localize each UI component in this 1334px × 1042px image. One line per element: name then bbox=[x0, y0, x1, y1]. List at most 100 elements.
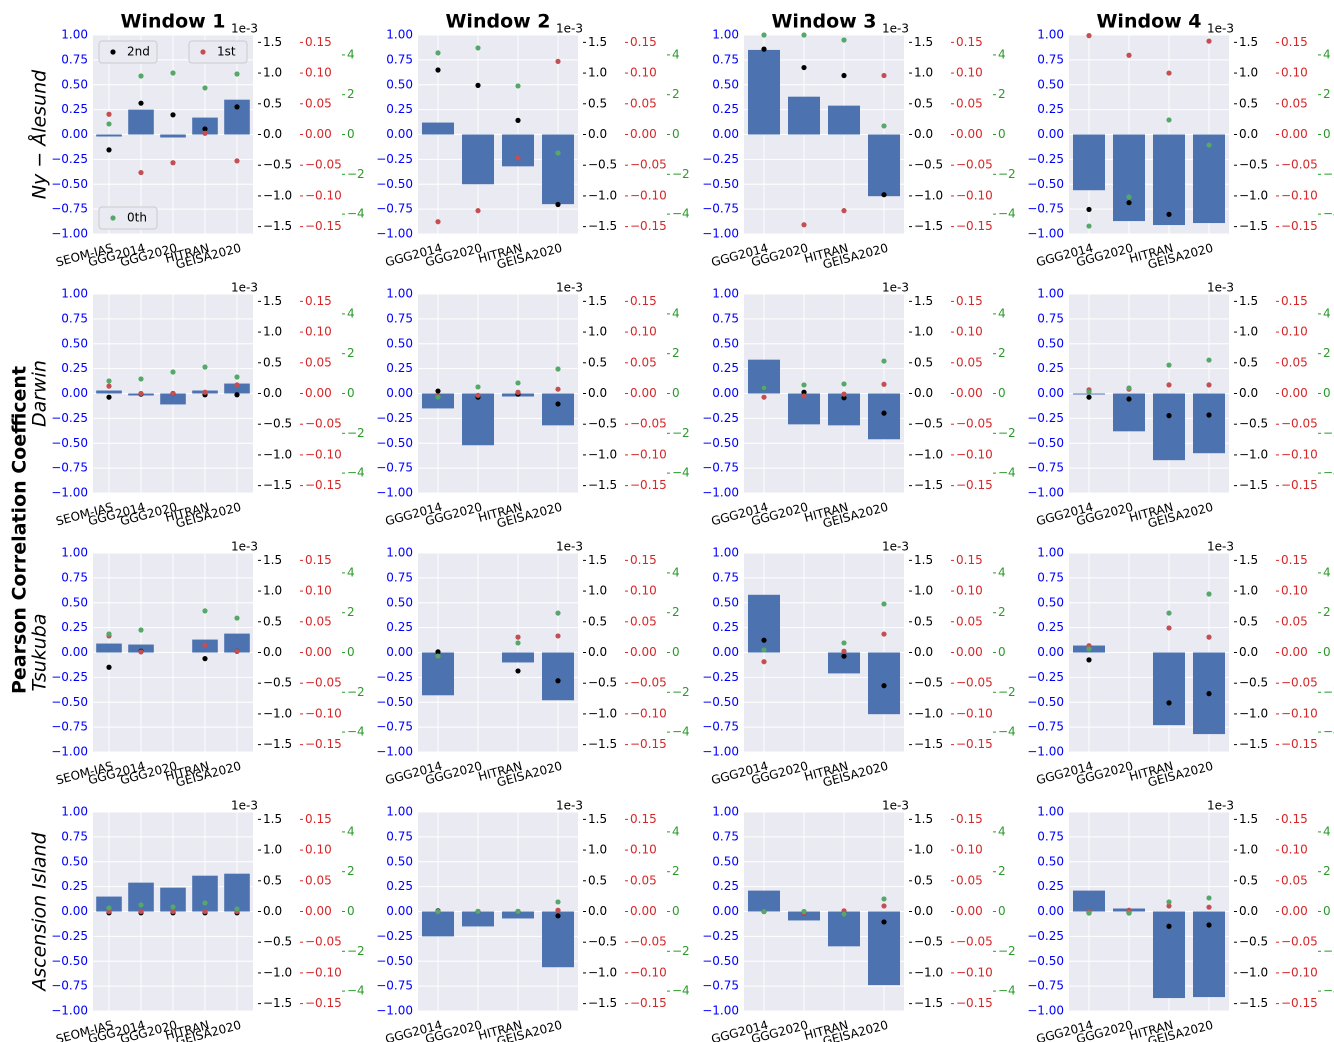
y-tick-label: 0.25 bbox=[1037, 361, 1064, 375]
column-title: Window 4 bbox=[1096, 11, 1201, 33]
y-tick-label: −2 bbox=[998, 426, 1016, 440]
dot bbox=[106, 121, 112, 127]
dot bbox=[801, 222, 807, 228]
dot bbox=[106, 664, 112, 670]
y-tick-label: 0.00 bbox=[956, 904, 983, 918]
dot bbox=[1166, 362, 1172, 368]
y-tick-label: 1.5 bbox=[1239, 812, 1258, 826]
y-tick-label: 2 bbox=[672, 87, 680, 101]
y-tick-label: 0.50 bbox=[386, 854, 413, 868]
y-tick-label: 0.75 bbox=[386, 52, 413, 66]
bar bbox=[1193, 134, 1225, 224]
y-tick-label: −0.75 bbox=[702, 979, 739, 993]
dot bbox=[202, 642, 208, 648]
y-tick-label: 4 bbox=[347, 824, 355, 838]
y-tick-label: 1.5 bbox=[263, 35, 282, 49]
y-tick-label: 0.00 bbox=[305, 904, 332, 918]
dot bbox=[106, 111, 112, 117]
y-tick-label: 0.00 bbox=[956, 127, 983, 141]
y-tick-label: 0 bbox=[998, 386, 1006, 400]
y-tick-label: −1.0 bbox=[1239, 706, 1268, 720]
dot bbox=[475, 208, 481, 214]
dot bbox=[435, 908, 441, 915]
y-tick-label: 0.00 bbox=[61, 386, 88, 400]
y-tick-label: 0 bbox=[998, 645, 1006, 659]
bar bbox=[748, 594, 780, 653]
bar bbox=[224, 633, 250, 653]
y-tick-label: 1.00 bbox=[386, 287, 413, 301]
bar bbox=[462, 911, 494, 927]
y-tick-label: −0.75 bbox=[376, 202, 413, 216]
y-tick-label: −0.05 bbox=[956, 417, 993, 431]
y-tick-label: −0.15 bbox=[956, 737, 993, 751]
y-tick-label: 2 bbox=[998, 346, 1006, 360]
dot bbox=[1166, 923, 1172, 929]
y-tick-label: 2 bbox=[998, 864, 1006, 878]
bar bbox=[868, 393, 900, 440]
y-tick-label: 0 bbox=[672, 904, 680, 918]
dot bbox=[1206, 895, 1212, 901]
legend-label: 2nd bbox=[127, 45, 150, 59]
y-tick-label: −0.10 bbox=[630, 706, 667, 720]
dot bbox=[1086, 646, 1092, 652]
dot bbox=[881, 358, 887, 364]
dot bbox=[841, 391, 847, 397]
dot bbox=[1206, 382, 1212, 388]
axis-offset-label: 1e-3 bbox=[882, 540, 909, 554]
y-tick-label: −0.5 bbox=[263, 676, 292, 690]
y-tick-label: −0.50 bbox=[1027, 436, 1064, 450]
y-tick-label: 1.5 bbox=[1239, 553, 1258, 567]
y-tick-label: 0.10 bbox=[956, 843, 983, 857]
y-tick-label: −0.05 bbox=[956, 158, 993, 172]
axis-offset-label: 1e-3 bbox=[231, 22, 258, 36]
y-tick-label: −0.75 bbox=[51, 461, 88, 475]
y-tick-label: 1.0 bbox=[914, 325, 933, 339]
y-tick-label: −2 bbox=[1323, 685, 1334, 699]
y-tick-label: 4 bbox=[672, 47, 680, 61]
y-tick-label: −1.5 bbox=[263, 996, 292, 1010]
y-tick-label: −0.05 bbox=[956, 935, 993, 949]
dot bbox=[1206, 38, 1212, 44]
y-tick-label: 4 bbox=[1323, 306, 1331, 320]
y-tick-label: −1.5 bbox=[914, 996, 943, 1010]
dot bbox=[1166, 117, 1172, 123]
axis-offset-label: 1e-3 bbox=[882, 22, 909, 36]
y-tick-label: −1.5 bbox=[1239, 996, 1268, 1010]
legend-box bbox=[188, 40, 248, 64]
bar bbox=[462, 134, 494, 185]
dot bbox=[515, 117, 521, 123]
dot bbox=[555, 401, 561, 407]
dot bbox=[841, 653, 847, 659]
y-tick-label: −0.10 bbox=[956, 447, 993, 461]
y-tick-label: −1.0 bbox=[263, 706, 292, 720]
axis-offset-label: 1e-3 bbox=[556, 22, 583, 36]
y-tick-label: −1.0 bbox=[588, 706, 617, 720]
y-tick-label: 0.00 bbox=[1281, 127, 1308, 141]
y-tick-label: −1.5 bbox=[588, 478, 617, 492]
y-tick-label: 0.25 bbox=[61, 361, 88, 375]
y-tick-label: −1.0 bbox=[263, 188, 292, 202]
y-tick-label: −0.10 bbox=[956, 965, 993, 979]
dot bbox=[1206, 922, 1212, 928]
dot bbox=[1166, 211, 1172, 217]
y-tick-label: 0.50 bbox=[712, 336, 739, 350]
y-tick-label: −1.00 bbox=[702, 745, 739, 759]
dot bbox=[1206, 634, 1212, 640]
y-tick-label: 0.15 bbox=[305, 35, 332, 49]
y-tick-label: −0.25 bbox=[1027, 929, 1064, 943]
y-tick-label: −0.25 bbox=[376, 670, 413, 684]
y-tick-label: 0.15 bbox=[630, 35, 657, 49]
dot bbox=[170, 369, 176, 375]
y-tick-label: −1.00 bbox=[51, 227, 88, 241]
y-tick-label: −2 bbox=[347, 426, 365, 440]
bar bbox=[542, 911, 574, 968]
y-tick-label: 0.25 bbox=[712, 102, 739, 116]
y-tick-label: 0 bbox=[1323, 386, 1331, 400]
dot bbox=[234, 615, 240, 621]
y-tick-label: 1.00 bbox=[1037, 28, 1064, 42]
y-tick-label: −0.15 bbox=[1281, 219, 1318, 233]
y-tick-label: 0.25 bbox=[386, 361, 413, 375]
dot bbox=[881, 192, 887, 198]
y-tick-label: −4 bbox=[347, 984, 365, 998]
y-tick-label: 0.15 bbox=[956, 553, 983, 567]
